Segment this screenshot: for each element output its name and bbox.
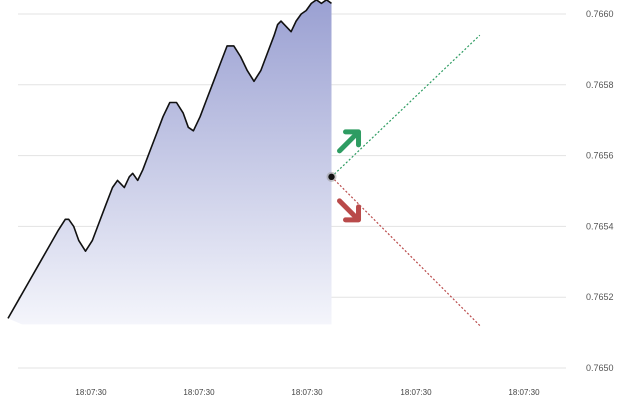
x-tick-label: 18:07:30 — [75, 388, 107, 397]
x-tick-label: 18:07:30 — [508, 388, 540, 397]
down-arrow-shaft — [337, 198, 359, 220]
up-arrow[interactable] — [337, 129, 362, 154]
price-series — [7, 0, 337, 319]
up-arrow-shaft — [337, 132, 359, 154]
down-arrow-head — [343, 204, 362, 223]
down-arrow[interactable] — [337, 198, 362, 223]
x-axis-ticks: 18:07:30 18:07:30 18:07:30 18:07:30 18:07:30 — [75, 388, 540, 397]
price-line — [7, 0, 332, 319]
x-tick-label: 18:07:30 — [183, 388, 215, 397]
direction-arrows[interactable] — [337, 129, 362, 223]
projection-lines — [331, 34, 481, 326]
x-tick-label: 18:07:30 — [400, 388, 432, 397]
y-tick-label: 0.7660 — [586, 9, 614, 19]
current-point-marker — [328, 173, 335, 181]
y-tick-label: 0.7656 — [586, 151, 614, 161]
projection-down-line — [331, 176, 481, 326]
y-tick-label: 0.7654 — [586, 221, 614, 231]
up-arrow-head — [343, 129, 362, 148]
y-tick-label: 0.7650 — [586, 363, 614, 373]
y-tick-label: 0.7658 — [586, 80, 614, 90]
price-area — [8, 0, 332, 325]
x-tick-label: 18:07:30 — [291, 388, 323, 397]
area-fill — [8, 0, 332, 325]
y-axis-ticks: 0.7650 0.7652 0.7654 0.7656 0.7658 0.7660 — [586, 9, 614, 373]
y-tick-label: 0.7652 — [586, 292, 614, 302]
